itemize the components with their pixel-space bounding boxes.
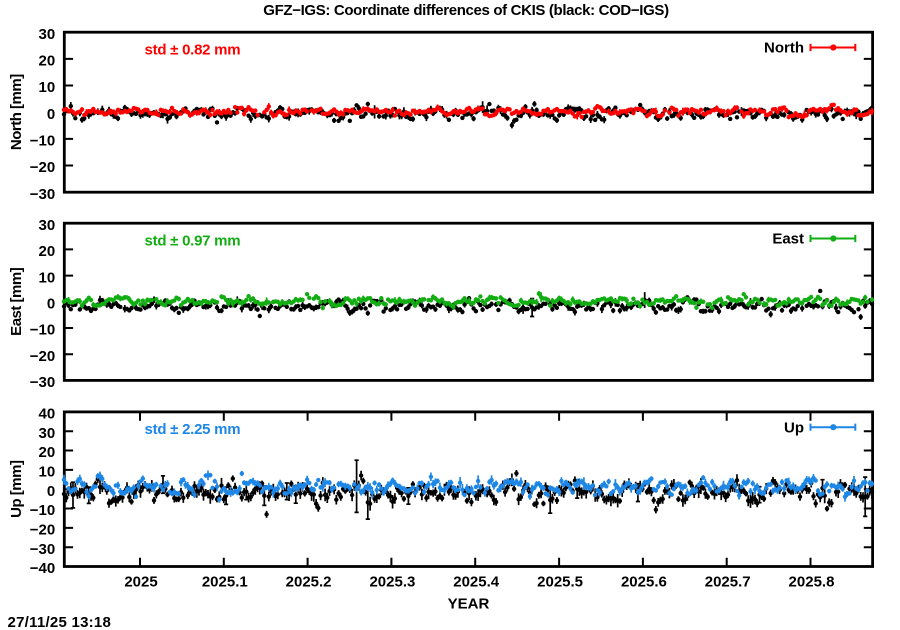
- svg-text:North: North: [764, 40, 804, 57]
- svg-text:20: 20: [39, 444, 56, 461]
- svg-text:2025.4: 2025.4: [453, 574, 500, 591]
- svg-text:30: 30: [39, 217, 56, 234]
- svg-text:20: 20: [39, 243, 56, 260]
- svg-text:10: 10: [39, 464, 56, 481]
- svg-text:2025.6: 2025.6: [621, 574, 667, 591]
- svg-text:−20: −20: [30, 348, 55, 365]
- svg-text:30: 30: [39, 425, 56, 442]
- svg-text:−20: −20: [30, 522, 55, 539]
- svg-text:−30: −30: [30, 374, 55, 391]
- svg-text:YEAR: YEAR: [448, 596, 490, 613]
- svg-text:std ± 0.82 mm: std ± 0.82 mm: [145, 41, 241, 58]
- svg-text:40: 40: [39, 406, 56, 423]
- svg-text:2025.1: 2025.1: [202, 574, 248, 591]
- svg-text:2025.8: 2025.8: [789, 574, 835, 591]
- svg-text:30: 30: [39, 26, 56, 43]
- svg-text:2025.7: 2025.7: [705, 574, 751, 591]
- svg-text:0: 0: [47, 296, 55, 313]
- svg-text:2025.5: 2025.5: [537, 574, 583, 591]
- svg-text:0: 0: [47, 106, 55, 123]
- svg-text:std ± 2.25 mm: std ± 2.25 mm: [145, 421, 241, 438]
- svg-text:−10: −10: [30, 502, 55, 519]
- svg-text:2025.3: 2025.3: [369, 574, 415, 591]
- svg-text:−10: −10: [30, 133, 55, 150]
- svg-text:−40: −40: [30, 560, 55, 577]
- svg-text:East: East: [772, 231, 804, 248]
- svg-text:GFZ−IGS: Coordinate difference: GFZ−IGS: Coordinate differences of CKIS …: [263, 2, 669, 19]
- svg-text:North [mm]: North [mm]: [8, 74, 25, 150]
- svg-text:East [mm]: East [mm]: [8, 267, 25, 336]
- svg-text:10: 10: [39, 79, 56, 96]
- svg-text:0: 0: [47, 483, 55, 500]
- svg-text:2025.2: 2025.2: [286, 574, 332, 591]
- svg-text:Up: Up: [784, 419, 804, 436]
- svg-text:20: 20: [39, 53, 56, 70]
- svg-text:−20: −20: [30, 159, 55, 176]
- svg-text:10: 10: [39, 269, 56, 286]
- svg-text:−30: −30: [30, 541, 55, 558]
- svg-text:2025: 2025: [124, 574, 157, 591]
- svg-text:−10: −10: [30, 322, 55, 339]
- svg-text:−30: −30: [30, 186, 55, 203]
- svg-text:27/11/25 13:18: 27/11/25 13:18: [8, 614, 112, 630]
- svg-text:std ± 0.97 mm: std ± 0.97 mm: [145, 232, 241, 249]
- svg-text:Up [mm]: Up [mm]: [8, 460, 25, 518]
